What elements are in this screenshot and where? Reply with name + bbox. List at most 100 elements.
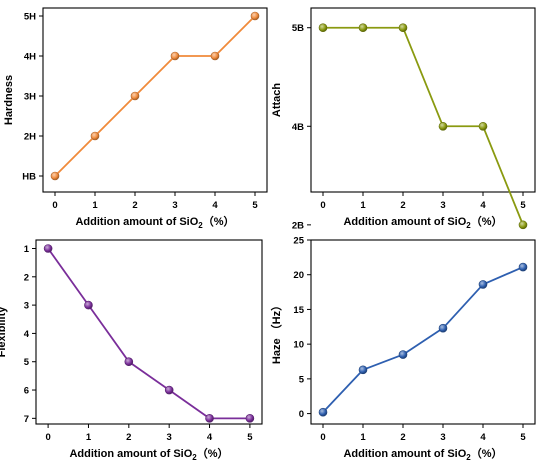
haze-y-tick-label: 0 <box>299 409 304 420</box>
hardness-x-tick-label: 5 <box>252 200 258 211</box>
flexibility-x-tick-label: 2 <box>126 432 131 443</box>
flexibility-y-tick-label: 2 <box>24 272 29 283</box>
attach-data-point <box>518 220 528 230</box>
flexibility-y-tick-label: 3 <box>24 301 29 312</box>
hardness-plot-frame <box>42 7 268 193</box>
attach-data-point <box>398 23 408 33</box>
attach-data-point <box>478 121 488 131</box>
haze-x-tick-label: 1 <box>360 432 366 443</box>
attach-x-axis-title-subscript: 2 <box>466 221 471 230</box>
attach-x-tick-label: 4 <box>480 200 486 211</box>
hardness-data-point <box>210 51 220 61</box>
hardness-x-axis-title-unit: （%） <box>203 215 235 228</box>
flexibility-x-tick-label: 0 <box>45 432 50 443</box>
hardness-y-tick-label: 2H <box>24 132 36 143</box>
hardness-data-point <box>50 171 60 181</box>
haze-x-tick-label: 3 <box>440 432 445 443</box>
flexibility-x-tick-label: 4 <box>207 432 213 443</box>
flexibility-y-tick-label: 1 <box>24 244 30 255</box>
hardness-x-axis-title-subscript: 2 <box>198 221 203 230</box>
flexibility-x-axis-title-unit: （%） <box>197 447 229 460</box>
hardness-y-axis-title: Hardness <box>3 75 15 125</box>
attach-x-axis-title-unit: （%） <box>471 215 503 228</box>
haze-series-line <box>322 266 524 413</box>
haze-x-tick-label: 5 <box>520 432 526 443</box>
attach-x-axis-title: Addition amount of SiO2（%） <box>343 215 502 230</box>
attach-y-tick-label: 5B <box>292 23 304 34</box>
hardness-y-tick-label: HB <box>22 172 36 183</box>
haze-x-axis-title-subscript: 2 <box>466 453 471 462</box>
flexibility-x-tick-label: 5 <box>247 432 253 443</box>
flexibility-x-axis-title-main: Addition amount of SiO <box>69 448 192 460</box>
flexibility-data-point <box>245 414 255 423</box>
hardness-data-point <box>130 91 140 101</box>
flexibility-series-line <box>47 247 250 420</box>
flexibility-data-point <box>43 244 53 253</box>
attach-y-tick-label: 2B <box>292 220 304 231</box>
haze-y-tick-label: 20 <box>293 270 304 281</box>
attach-x-tick-label: 5 <box>520 200 526 211</box>
hardness-x-axis-title-main: Addition amount of SiO <box>75 216 198 228</box>
haze-y-tick-label: 5 <box>299 374 305 385</box>
haze-data-point <box>518 262 528 272</box>
attach-x-tick-label: 1 <box>360 200 366 211</box>
hardness-x-tick-label: 2 <box>132 200 137 211</box>
attach-x-tick-label: 2 <box>400 200 405 211</box>
flexibility-data-point <box>124 357 134 367</box>
flexibility-y-tick-label: 4 <box>24 329 30 340</box>
attach-data-point <box>438 121 448 131</box>
flexibility-x-tick-label: 3 <box>167 432 172 443</box>
attach-y-axis-title: Attach <box>271 83 283 118</box>
haze-y-tick-label: 15 <box>293 305 304 316</box>
flexibility-data-point <box>164 385 174 395</box>
haze-x-tick-label: 2 <box>400 432 405 443</box>
attach-x-tick-label: 0 <box>320 200 325 211</box>
attach-data-point <box>318 23 328 33</box>
attach-y-tick-label: 4B <box>292 122 304 133</box>
hardness-y-tick-label: 4H <box>24 52 36 63</box>
haze-plot-frame <box>310 239 536 425</box>
haze-data-point <box>478 280 488 289</box>
haze-data-point <box>318 407 328 417</box>
hardness-x-tick-label: 3 <box>172 200 177 211</box>
flexibility-data-point <box>84 300 93 310</box>
haze-x-axis-title-main: Addition amount of SiO <box>343 448 466 460</box>
haze-x-axis-title: Addition amount of SiO2（%） <box>343 447 502 462</box>
hardness-x-tick-label: 1 <box>92 200 98 211</box>
attach-x-axis-title-main: Addition amount of SiO <box>343 216 466 228</box>
haze-x-tick-label: 0 <box>320 432 325 443</box>
flexibility-y-tick-label: 6 <box>24 386 29 397</box>
flexibility-y-tick-label: 5 <box>24 357 30 368</box>
hardness-data-point <box>90 131 100 141</box>
hardness-x-tick-label: 0 <box>52 200 57 211</box>
haze-x-tick-label: 4 <box>480 432 486 443</box>
attach-x-tick-label: 3 <box>440 200 445 211</box>
haze-data-point <box>358 365 368 375</box>
hardness-x-axis-title: Addition amount of SiO2（%） <box>75 215 234 230</box>
attach-plot-frame <box>310 7 536 193</box>
haze-y-tick-label: 25 <box>293 236 304 247</box>
haze-panel: 0 1 2 3 4 5 0 5 10 15 20 25 Addition amount of SiO2（… <box>270 236 536 462</box>
flexibility-x-axis-title: Addition amount of SiO2（%） <box>69 447 228 462</box>
haze-data-point <box>398 350 408 359</box>
flexibility-data-point <box>205 414 214 423</box>
hardness-data-point <box>170 51 180 61</box>
flexibility-x-tick-label: 1 <box>86 432 92 443</box>
haze-data-point <box>438 323 448 333</box>
haze-y-tick-label: 10 <box>293 340 304 351</box>
flexibility-y-axis-title: Flexibility <box>0 306 8 358</box>
haze-y-axis-title: Haze （Hz） <box>270 300 283 364</box>
hardness-x-tick-label: 4 <box>212 200 218 211</box>
flexibility-y-tick-label: 7 <box>24 414 29 425</box>
hardness-y-tick-label: 5H <box>24 12 36 23</box>
attach-data-point <box>358 23 368 33</box>
hardness-y-tick-label: 3H <box>24 92 36 103</box>
attach-series-line <box>323 26 524 226</box>
flexibility-x-axis-title-subscript: 2 <box>192 453 197 462</box>
hardness-series-line <box>54 15 256 177</box>
hardness-data-point <box>250 11 260 21</box>
